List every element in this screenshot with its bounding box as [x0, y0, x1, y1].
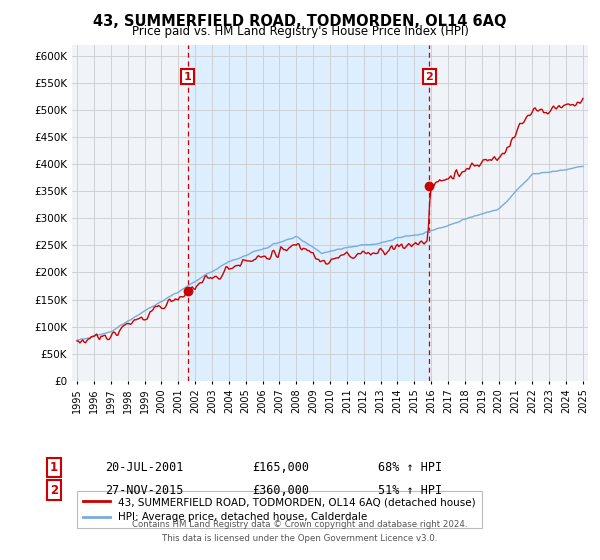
Text: 2: 2: [50, 483, 58, 497]
Text: 51% ↑ HPI: 51% ↑ HPI: [378, 483, 442, 497]
Bar: [188, 45, 430, 381]
Text: 20-JUL-2001: 20-JUL-2001: [105, 461, 184, 474]
Text: £360,000: £360,000: [252, 483, 309, 497]
Text: £165,000: £165,000: [252, 461, 309, 474]
Text: Price paid vs. HM Land Registry's House Price Index (HPI): Price paid vs. HM Land Registry's House …: [131, 25, 469, 38]
Text: 68% ↑ HPI: 68% ↑ HPI: [378, 461, 442, 474]
Text: 27-NOV-2015: 27-NOV-2015: [105, 483, 184, 497]
Text: This data is licensed under the Open Government Licence v3.0.: This data is licensed under the Open Gov…: [163, 534, 437, 543]
Text: 1: 1: [184, 72, 191, 82]
Text: Contains HM Land Registry data © Crown copyright and database right 2024.: Contains HM Land Registry data © Crown c…: [132, 520, 468, 529]
Text: 43, SUMMERFIELD ROAD, TODMORDEN, OL14 6AQ: 43, SUMMERFIELD ROAD, TODMORDEN, OL14 6A…: [93, 14, 507, 29]
Text: 1: 1: [50, 461, 58, 474]
Text: 2: 2: [425, 72, 433, 82]
Legend: 43, SUMMERFIELD ROAD, TODMORDEN, OL14 6AQ (detached house), HPI: Average price, : 43, SUMMERFIELD ROAD, TODMORDEN, OL14 6A…: [77, 491, 482, 529]
